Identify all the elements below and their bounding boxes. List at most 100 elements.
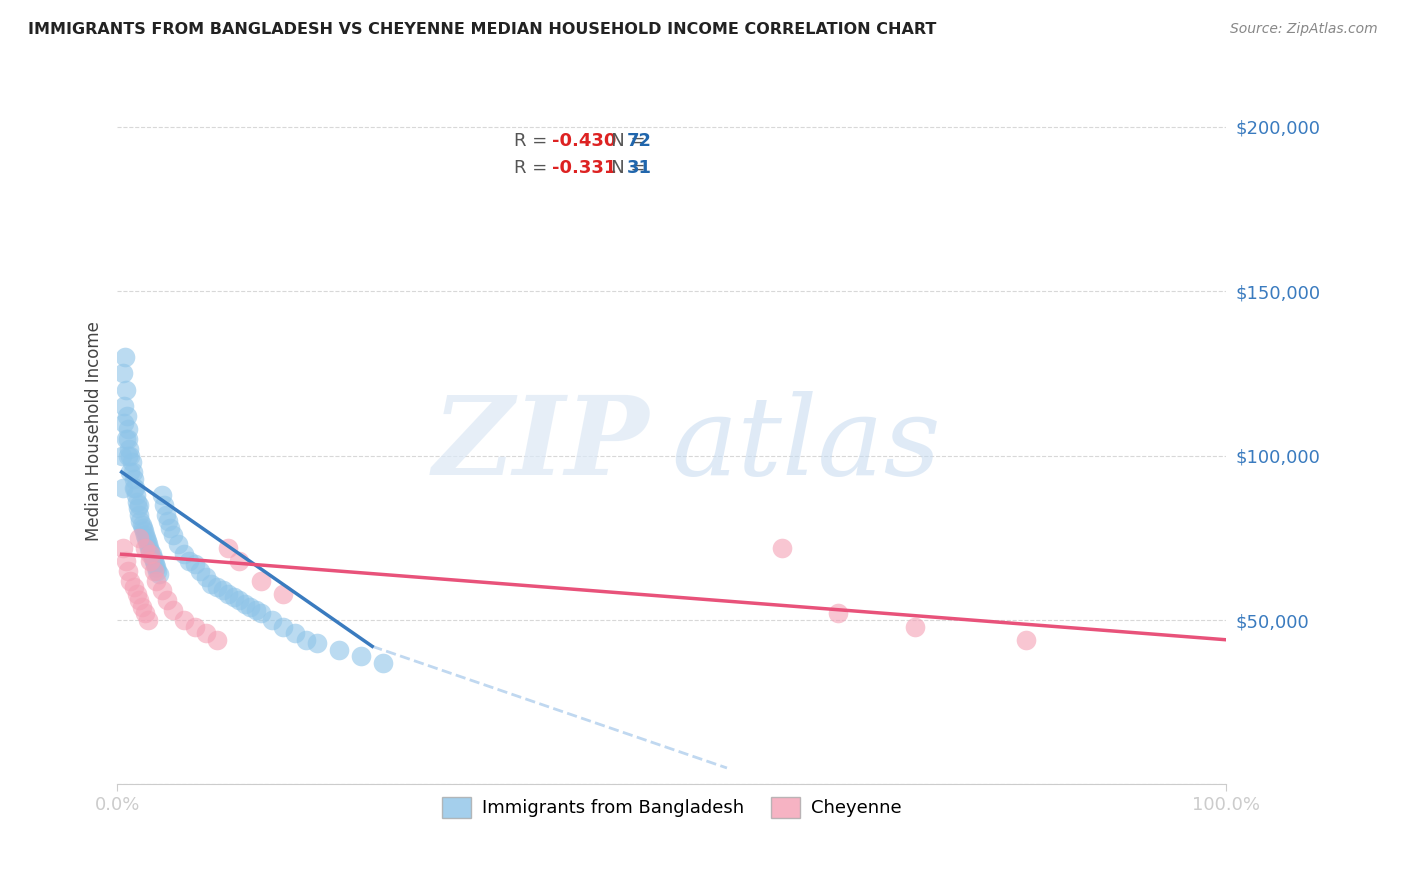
Point [111,482,134,496]
Point [145,574,167,588]
Y-axis label: Median Household Income: Median Household Income [86,321,103,541]
Point [122,580,145,594]
Legend: Immigrants from Bangladesh, Cheyenne: Immigrants from Bangladesh, Cheyenne [434,789,908,825]
Text: Source: ZipAtlas.com: Source: ZipAtlas.com [1230,22,1378,37]
Point [228,554,250,568]
Point [124,482,146,496]
Point [138,541,160,555]
Point [111,449,134,463]
Point [115,409,138,424]
Point [173,613,195,627]
Point [125,488,148,502]
Point [112,416,135,430]
Point [142,550,165,565]
Text: atlas: atlas [672,392,941,499]
Point [173,547,195,561]
Point [121,455,143,469]
Point [112,399,135,413]
Text: N =: N = [595,132,651,150]
Point [162,603,184,617]
Point [131,521,153,535]
Point [167,537,190,551]
Point [134,607,156,621]
Point [150,488,173,502]
Point [128,531,150,545]
Point [127,494,149,508]
Point [200,577,222,591]
Point [250,574,273,588]
Point [273,587,295,601]
Point [156,593,179,607]
Text: ZIP: ZIP [433,392,650,499]
Text: R =: R = [515,132,553,150]
Point [233,597,256,611]
Point [373,656,395,670]
Point [129,514,152,528]
Point [152,498,174,512]
Point [128,508,150,522]
Point [127,587,149,601]
Point [139,544,162,558]
Point [150,583,173,598]
Point [120,574,142,588]
Text: IMMIGRANTS FROM BANGLADESH VS CHEYENNE MEDIAN HOUSEHOLD INCOME CORRELATION CHART: IMMIGRANTS FROM BANGLADESH VS CHEYENNE M… [28,22,936,37]
Point [148,566,170,581]
Point [159,521,181,535]
Point [139,554,162,568]
Point [142,554,165,568]
Point [115,554,138,568]
Point [157,514,180,528]
Point [122,482,145,496]
Point [136,613,159,627]
Point [155,508,177,522]
Point [120,465,142,479]
Point [228,593,250,607]
Point [262,613,284,627]
Point [128,498,150,512]
Point [143,557,166,571]
Point [217,541,239,555]
Point [305,636,328,650]
Point [217,587,239,601]
Point [141,547,163,561]
Point [131,599,153,614]
Point [770,541,793,555]
Point [121,465,143,479]
Point [114,350,136,364]
Point [131,517,153,532]
Point [188,564,211,578]
Point [117,422,139,436]
Point [162,527,184,541]
Text: 72: 72 [627,132,651,150]
Point [128,593,150,607]
Point [194,626,217,640]
Text: N =: N = [595,159,651,177]
Point [145,560,167,574]
Point [827,607,849,621]
Point [184,619,207,633]
Point [222,590,245,604]
Point [184,557,207,571]
Point [139,547,162,561]
Point [134,541,156,555]
Point [117,449,139,463]
Point [245,603,267,617]
Point [132,524,155,539]
Point [117,564,139,578]
Point [142,564,165,578]
Point [273,619,295,633]
Point [205,632,228,647]
Text: 31: 31 [627,159,651,177]
Point [904,619,927,633]
Point [205,580,228,594]
Point [127,501,149,516]
Point [284,626,307,640]
Point [350,649,373,664]
Point [239,599,262,614]
Point [122,472,145,486]
Text: -0.430: -0.430 [553,132,616,150]
Point [118,442,141,456]
Point [134,527,156,541]
Text: R =: R = [515,159,553,177]
Point [115,383,138,397]
